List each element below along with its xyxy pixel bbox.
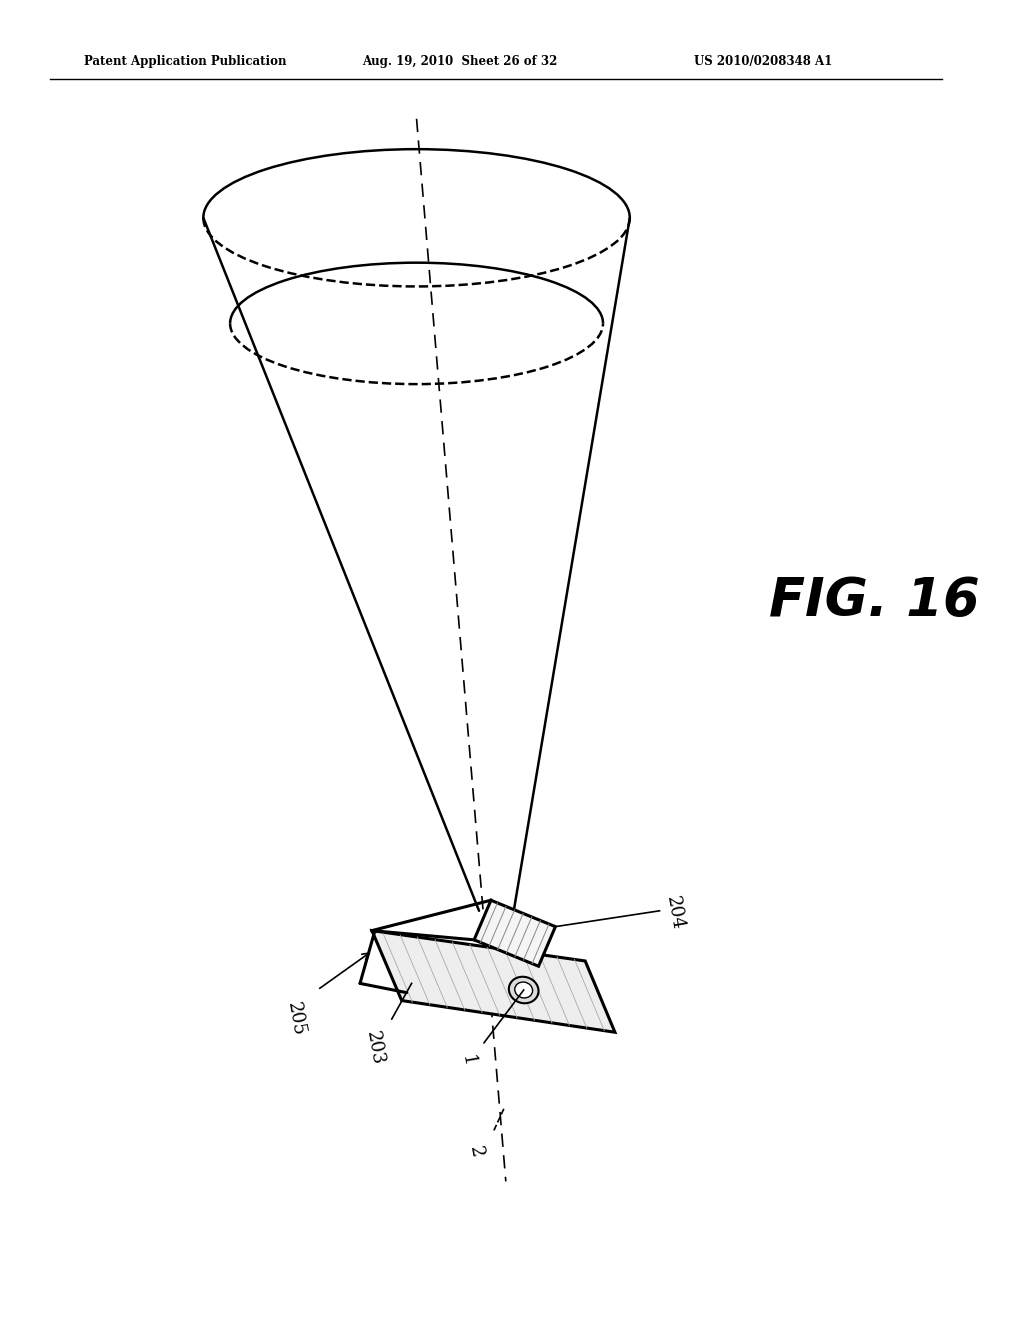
Text: 1: 1: [459, 1053, 478, 1068]
Text: 205: 205: [284, 1001, 307, 1038]
Ellipse shape: [515, 982, 532, 998]
Polygon shape: [372, 931, 615, 1032]
Text: US 2010/0208348 A1: US 2010/0208348 A1: [694, 55, 833, 69]
Polygon shape: [474, 900, 555, 966]
Text: 2: 2: [466, 1144, 486, 1159]
Text: Patent Application Publication: Patent Application Publication: [84, 55, 287, 69]
Text: FIG. 16: FIG. 16: [769, 574, 979, 627]
Ellipse shape: [509, 977, 539, 1003]
Text: 204: 204: [663, 895, 686, 932]
Text: 203: 203: [364, 1030, 387, 1067]
Text: Aug. 19, 2010  Sheet 26 of 32: Aug. 19, 2010 Sheet 26 of 32: [362, 55, 557, 69]
